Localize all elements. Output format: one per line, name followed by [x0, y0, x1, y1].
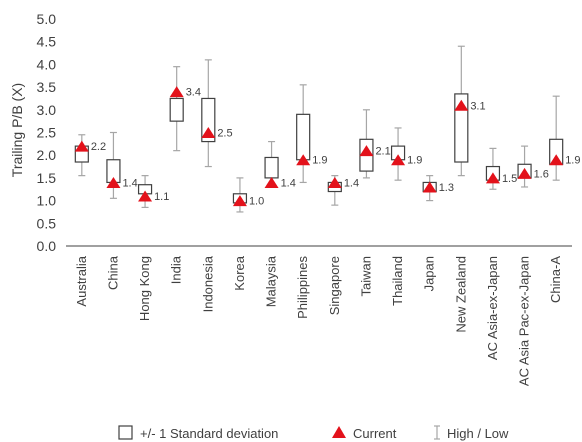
x-category-label: Indonesia — [200, 255, 215, 312]
category-group: 1.4 — [106, 131, 138, 199]
category-group: 1.4 — [327, 175, 359, 206]
category-group: 3.1 — [454, 45, 486, 177]
current-value-label: 1.3 — [439, 182, 454, 194]
category-group: 3.4 — [169, 66, 201, 152]
current-marker — [232, 195, 247, 207]
std-dev-box — [296, 113, 311, 161]
current-value-label: 1.4 — [281, 177, 296, 189]
current-value-label: 3.1 — [470, 100, 485, 112]
std-dev-box — [201, 97, 216, 143]
current-marker — [391, 154, 406, 166]
x-category-label: Malaysia — [264, 255, 279, 307]
category-group: 1.9 — [390, 127, 422, 181]
y-tick-label: 0.5 — [37, 215, 57, 231]
x-category-label: Taiwan — [358, 256, 373, 296]
current-value-label: 1.5 — [502, 173, 517, 185]
x-category-label: New Zealand — [453, 256, 468, 333]
x-axis-category-labels: Australia China Hong Kong India Indonesia Kor… — [74, 255, 563, 386]
current-value-label: 1.6 — [534, 168, 549, 180]
category-group: 1.5 — [485, 147, 517, 190]
x-category-label: India — [169, 255, 184, 284]
current-value-label: 1.4 — [122, 177, 137, 189]
category-group: 2.5 — [201, 59, 233, 168]
category-group: 2.2 — [74, 134, 106, 177]
current-marker — [359, 145, 374, 157]
x-category-label: Thailand — [390, 256, 405, 306]
current-marker — [517, 167, 532, 179]
y-tick-label: 1.5 — [37, 170, 57, 186]
y-tick-label: 5.0 — [37, 11, 57, 27]
legend-box-swatch — [118, 425, 133, 440]
category-group: 2.1 — [359, 109, 391, 179]
y-tick-label: 4.5 — [37, 34, 57, 50]
current-value-label: 1.9 — [565, 155, 580, 167]
category-group: 1.9 — [296, 84, 327, 184]
y-tick-label: 4.0 — [37, 56, 57, 72]
y-tick-label: 2.5 — [37, 125, 57, 141]
current-value-label: 1.1 — [154, 191, 169, 203]
x-category-label: Philippines — [295, 256, 310, 319]
current-value-label: 2.2 — [91, 141, 106, 153]
current-marker — [485, 172, 500, 184]
x-category-label: Singapore — [327, 256, 342, 315]
current-marker — [296, 154, 311, 166]
legend-current-label: Current — [353, 426, 397, 441]
legend-box-label: +/- 1 Standard deviation — [140, 426, 278, 441]
current-marker — [201, 127, 216, 138]
current-value-label: 1.0 — [249, 196, 264, 208]
std-dev-box — [264, 156, 279, 179]
current-value-label: 1.9 — [407, 155, 422, 167]
std-dev-box — [169, 97, 184, 122]
x-category-label: Japan — [422, 256, 437, 291]
current-value-label: 1.4 — [344, 177, 359, 189]
y-tick-label: 2.0 — [37, 147, 57, 163]
y-tick-label: 3.0 — [37, 102, 57, 118]
category-group: 1.1 — [137, 175, 169, 209]
x-category-label: Hong Kong — [137, 256, 152, 321]
legend-range-swatch — [434, 425, 440, 440]
x-category-label: AC Asia Pac-ex-Japan — [517, 256, 532, 386]
category-group: 1.6 — [517, 145, 549, 188]
current-value-label: 1.9 — [312, 155, 327, 167]
current-marker — [422, 181, 437, 193]
current-marker — [549, 154, 564, 166]
legend-current-swatch — [332, 426, 346, 438]
y-tick-label: 1.0 — [37, 193, 57, 209]
x-category-label: Australia — [74, 255, 89, 306]
current-marker — [264, 176, 279, 188]
current-value-label: 2.1 — [375, 146, 390, 158]
current-value-label: 3.4 — [186, 87, 201, 99]
category-group: 1.9 — [549, 95, 580, 181]
current-marker — [106, 176, 121, 188]
current-marker — [138, 190, 153, 202]
legend-range-label: High / Low — [447, 426, 509, 441]
y-axis-label: Trailing P/B (X) — [9, 83, 25, 177]
legend: +/- 1 Standard deviation Current High / … — [118, 425, 509, 441]
x-category-label: AC Asia-ex-Japan — [485, 256, 500, 360]
x-category-label: China — [105, 255, 120, 290]
category-group: 1.3 — [422, 175, 454, 202]
std-dev-box — [454, 93, 469, 163]
category-group: 1.4 — [264, 140, 296, 189]
current-marker — [454, 99, 469, 111]
current-marker — [327, 176, 342, 188]
current-value-label: 2.5 — [217, 128, 232, 140]
current-marker — [74, 140, 89, 152]
plot-area: 2.2 1.4 1.1 3.4 2.5 1.0 1.4 1.9 1.4 2.1 1.9 1.3 3.1 1… — [74, 45, 580, 213]
x-category-label: Korea — [232, 255, 247, 290]
y-tick-label: 3.5 — [37, 79, 57, 95]
y-axis: 0.0 0.5 1.0 1.5 2.0 2.5 3.0 3.5 4.0 4.5 5.0 — [37, 11, 57, 254]
current-marker — [169, 86, 184, 98]
y-tick-label: 0.0 — [37, 238, 57, 254]
category-group: 1.0 — [232, 177, 264, 213]
x-category-label: China-A — [548, 256, 563, 303]
